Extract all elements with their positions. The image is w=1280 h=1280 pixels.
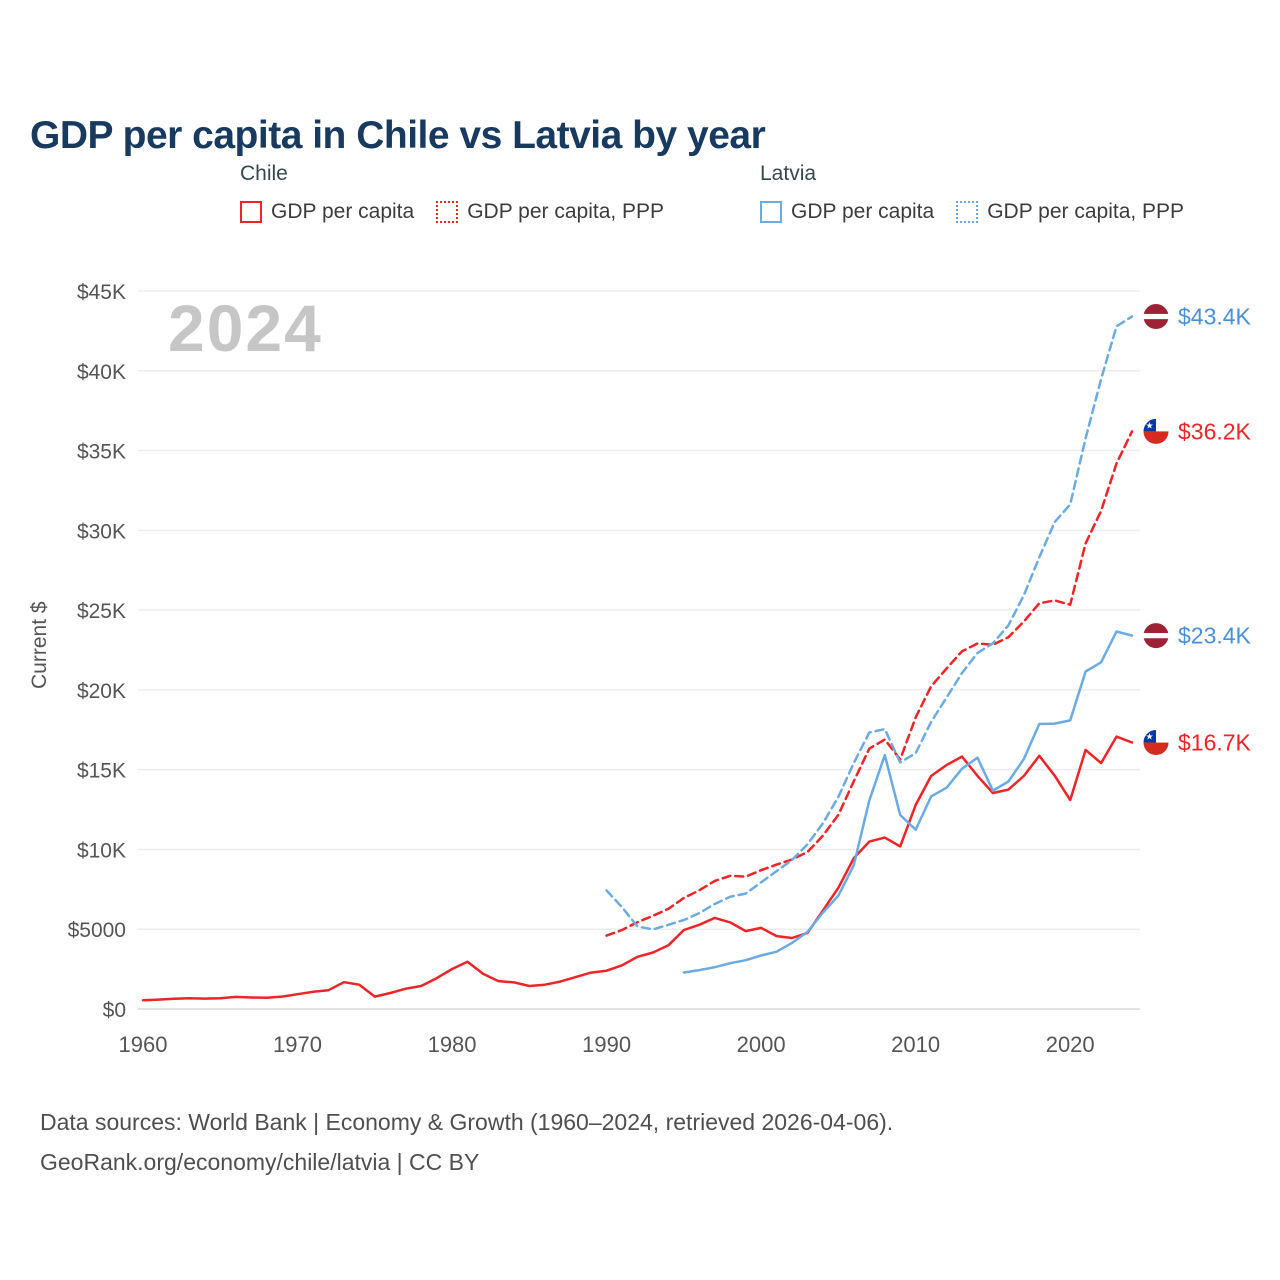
y-tick-label: $40K xyxy=(77,361,126,384)
chile-gdp-ppp-label: GDP per capita, PPP xyxy=(467,200,665,223)
x-tick-label: 1960 xyxy=(119,1032,168,1057)
latvia-gdp-ppp-swatch xyxy=(956,201,979,223)
series-chile-gdp xyxy=(141,735,1134,1002)
y-tick-label: $45K xyxy=(77,281,126,304)
series-latvia-gdp xyxy=(682,630,1134,974)
latvia-gdp-ppp-label: GDP per capita, PPP xyxy=(987,200,1185,223)
legend-items-chile: GDP per capita GDP per capita, PPP xyxy=(240,200,686,224)
y-tick-label: $20K xyxy=(77,680,126,703)
y-tick-label: $25K xyxy=(77,600,126,623)
legend-items-latvia: GDP per capita GDP per capita, PPP xyxy=(760,200,1206,224)
end-label-latvia-2: $23.4K xyxy=(1142,622,1252,650)
end-label-chile-1: ★ $36.2K xyxy=(1142,417,1252,445)
legend-group-chile: Chile GDP per capita GDP per capita, PPP xyxy=(240,162,686,224)
end-value-label: $43.4K xyxy=(1178,304,1252,330)
year-watermark: 2024 xyxy=(168,291,323,365)
chile-gdp-ppp-swatch xyxy=(436,201,459,223)
y-tick-label: $35K xyxy=(77,441,126,464)
latvia-gdp-swatch xyxy=(760,201,782,223)
x-tick-label: 2020 xyxy=(1046,1032,1095,1057)
end-value-label: $36.2K xyxy=(1178,418,1252,444)
x-tick-label: 1980 xyxy=(428,1032,477,1057)
y-tick-label: $0 xyxy=(103,999,126,1022)
x-tick-label: 2010 xyxy=(891,1032,940,1057)
x-tick-label: 2000 xyxy=(737,1032,786,1057)
y-tick-label: $15K xyxy=(77,760,126,783)
x-tick-label: 1990 xyxy=(582,1032,631,1057)
end-value-label: $23.4K xyxy=(1178,623,1252,649)
y-tick-label: $10K xyxy=(77,839,126,862)
svg-text:★: ★ xyxy=(1145,732,1153,742)
latvia-flag-icon xyxy=(1143,622,1169,649)
y-tick-label: $30K xyxy=(77,520,126,543)
svg-text:★: ★ xyxy=(1145,420,1153,430)
footer: Data sources: World Bank | Economy & Gro… xyxy=(40,1102,893,1182)
chile-flag-icon: ★ xyxy=(1143,418,1169,445)
end-value-label: $16.7K xyxy=(1178,730,1252,756)
legend-group-title-latvia: Latvia xyxy=(760,162,817,185)
legend-group-title-chile: Chile xyxy=(240,162,288,185)
data-sources-text: Data sources: World Bank | Economy & Gro… xyxy=(40,1109,894,1135)
end-label-latvia-0: $43.4K xyxy=(1142,303,1252,331)
page-title: GDP per capita in Chile vs Latvia by yea… xyxy=(30,114,766,158)
series-chile-gdp-ppp xyxy=(605,430,1134,937)
latvia-flag-icon xyxy=(1143,303,1169,330)
end-label-chile-3: ★ $16.7K xyxy=(1142,729,1252,757)
x-tick-label: 1970 xyxy=(273,1032,322,1057)
legend-group-latvia: Latvia GDP per capita GDP per capita, PP… xyxy=(760,162,1206,224)
series-latvia-gdp-ppp xyxy=(605,315,1134,931)
y-tick-label: $5000 xyxy=(68,919,126,942)
chile-flag-icon: ★ xyxy=(1143,729,1169,756)
chile-gdp-swatch xyxy=(240,201,262,223)
chile-gdp-label: GDP per capita xyxy=(271,200,415,223)
attribution-text: GeoRank.org/economy/chile/latvia | CC BY xyxy=(40,1149,480,1175)
latvia-gdp-label: GDP per capita xyxy=(791,200,935,223)
